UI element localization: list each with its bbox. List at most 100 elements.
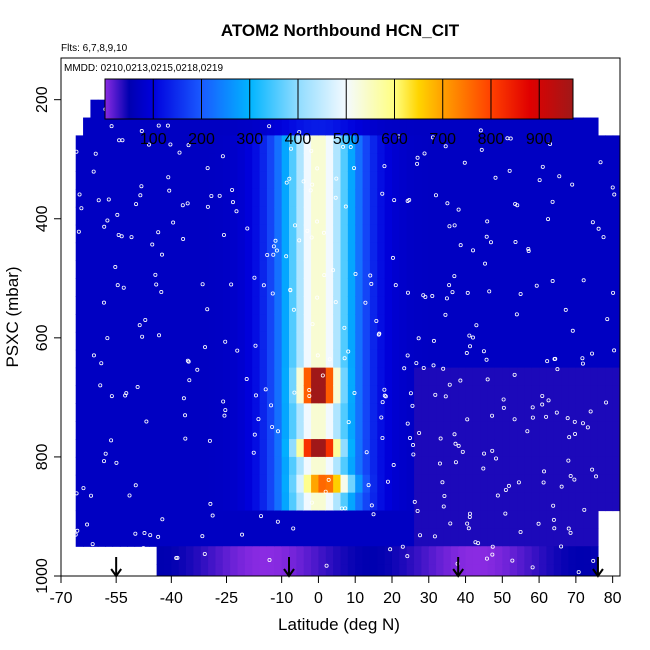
y-axis-label: PSXC (mbar) [3,266,22,367]
heatmap-cell [281,474,290,494]
heatmap-cell [289,510,297,529]
heatmap-cell [163,171,172,190]
sample-point [96,198,101,203]
heatmap-cell [384,456,393,476]
heatmap-cell [119,188,128,208]
heatmap-cell [112,188,121,208]
sample-point [594,474,599,479]
heatmap-cell [414,224,423,244]
heatmap-cell [480,278,489,297]
sample-point [292,390,297,395]
heatmap-cell [296,188,305,208]
heatmap-cell [318,117,327,137]
heatmap-cell [458,314,467,333]
heatmap-cell [355,260,364,279]
heatmap-cell [266,171,275,190]
heatmap-cell [546,242,555,262]
sample-point [352,166,357,171]
heatmap-cell [384,224,393,244]
heatmap-cell [141,421,150,440]
heatmap-cell [105,439,114,458]
heatmap-cell [208,314,217,333]
heatmap-cell [524,403,533,422]
heatmap-cell [134,224,143,244]
heatmap-cell [590,224,599,244]
heatmap-cell [252,296,261,315]
colorbar-ticks: 100 200 300 400 500 600 700 800 900 [140,79,553,148]
heatmap-cell [553,260,562,279]
heatmap-cell [340,331,349,351]
heatmap-cell [458,474,467,494]
heatmap-cell [443,564,452,576]
heatmap-cell [458,528,467,547]
heatmap-cell [141,474,150,494]
heatmap-cell [369,331,378,351]
heatmap-cell [340,296,349,315]
sample-point [235,348,240,353]
heatmap-cell [178,528,187,547]
heatmap-cell [443,278,452,297]
heatmap-cell [568,367,577,387]
heatmap-cell [230,492,239,512]
heatmap-cell [406,439,415,458]
heatmap-cell [318,403,327,422]
heatmap-cell [472,171,481,190]
heatmap-cell [421,456,430,476]
sample-point [297,238,302,243]
heatmap-cell [296,296,305,315]
heatmap-cell [333,153,342,172]
heatmap-cell [281,546,290,565]
heatmap-cell [458,349,467,369]
heatmap-cell [237,117,246,137]
heatmap-cell [171,349,180,369]
heatmap-cell [325,510,334,529]
heatmap-cell [333,224,342,244]
heatmap-cell [244,206,253,226]
heatmap-cell [90,421,99,440]
heatmap-cell [494,260,503,279]
sample-point [364,450,369,455]
heatmap-cell [333,421,342,440]
heatmap-cell [215,242,224,262]
heatmap-cell [539,492,548,512]
heatmap-cell [414,117,423,137]
heatmap-cell [237,135,246,154]
heatmap-cell [450,135,459,154]
heatmap-cell [539,456,548,476]
heatmap-cell [266,224,275,244]
heatmap-cell [230,528,239,547]
heatmap-cell [281,331,290,351]
heatmap-cell [171,456,180,476]
sample-point [405,353,410,358]
heatmap-cell [259,260,268,279]
sample-point [221,399,226,404]
heatmap-cell [502,510,511,529]
sample-point [462,160,467,165]
heatmap-cell [377,331,386,351]
heatmap-cell [458,296,467,315]
heatmap-cell [494,171,503,190]
heatmap-cell [318,135,327,154]
heatmap-cell [436,296,445,315]
heatmap-cell [428,224,437,244]
heatmap-cell [553,242,562,262]
heatmap-cell [377,260,386,279]
heatmap-cell [597,439,606,458]
heatmap-cell [112,510,121,529]
heatmap-cell [237,242,246,262]
heatmap-cell [325,206,334,226]
heatmap-cell [296,474,305,494]
heatmap-cell [568,439,577,458]
heatmap-cell [369,367,378,387]
sample-point [287,176,292,181]
heatmap-cell [399,206,408,226]
heatmap-cell [127,188,136,208]
heatmap-cell [303,153,312,172]
heatmap-cell [377,474,386,494]
heatmap-cell [105,421,114,440]
heatmap-cell [244,439,253,458]
heatmap-cell [612,224,620,244]
heatmap-cell [568,153,577,172]
heatmap-cell [222,314,231,333]
heatmap-cell [112,296,121,315]
